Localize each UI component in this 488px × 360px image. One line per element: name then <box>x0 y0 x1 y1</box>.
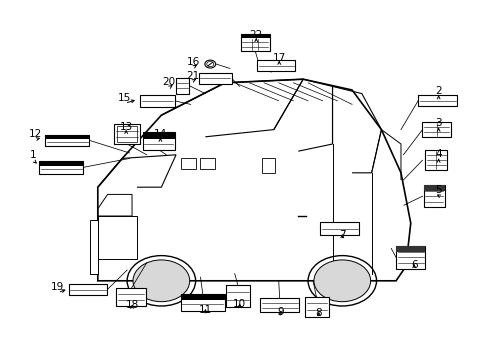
FancyBboxPatch shape <box>240 34 269 38</box>
Text: 10: 10 <box>233 299 245 309</box>
FancyBboxPatch shape <box>116 288 145 306</box>
FancyBboxPatch shape <box>225 285 250 307</box>
FancyBboxPatch shape <box>140 95 174 107</box>
Text: 3: 3 <box>434 118 441 128</box>
FancyBboxPatch shape <box>257 60 295 71</box>
FancyBboxPatch shape <box>240 34 269 51</box>
FancyBboxPatch shape <box>181 294 224 310</box>
FancyBboxPatch shape <box>261 158 275 173</box>
FancyBboxPatch shape <box>142 132 175 139</box>
Text: 13: 13 <box>119 122 133 132</box>
Text: 15: 15 <box>118 93 131 103</box>
FancyBboxPatch shape <box>45 135 89 139</box>
FancyBboxPatch shape <box>181 294 224 301</box>
Text: 2: 2 <box>434 86 441 96</box>
FancyBboxPatch shape <box>198 73 231 84</box>
Text: 16: 16 <box>186 57 200 67</box>
FancyBboxPatch shape <box>305 297 328 317</box>
FancyBboxPatch shape <box>417 95 456 106</box>
Circle shape <box>133 260 189 302</box>
FancyBboxPatch shape <box>142 132 175 150</box>
FancyBboxPatch shape <box>90 220 98 274</box>
Text: 11: 11 <box>198 305 212 315</box>
Text: 5: 5 <box>434 185 441 195</box>
FancyBboxPatch shape <box>98 216 137 259</box>
FancyBboxPatch shape <box>422 122 450 137</box>
FancyBboxPatch shape <box>320 222 359 235</box>
FancyBboxPatch shape <box>395 246 425 269</box>
Text: 9: 9 <box>276 307 283 318</box>
Text: 1: 1 <box>30 150 37 160</box>
FancyBboxPatch shape <box>425 150 447 170</box>
FancyBboxPatch shape <box>39 161 83 174</box>
FancyBboxPatch shape <box>39 161 83 166</box>
FancyBboxPatch shape <box>395 246 425 252</box>
Text: 4: 4 <box>434 149 441 159</box>
Text: 6: 6 <box>410 260 417 270</box>
Text: 18: 18 <box>125 300 139 310</box>
Text: 14: 14 <box>153 129 167 139</box>
Text: 17: 17 <box>272 53 285 63</box>
Text: 8: 8 <box>315 308 322 318</box>
FancyBboxPatch shape <box>423 185 444 207</box>
FancyBboxPatch shape <box>69 284 107 295</box>
Text: 21: 21 <box>185 71 199 81</box>
FancyBboxPatch shape <box>175 78 189 94</box>
FancyBboxPatch shape <box>45 135 89 146</box>
Text: 22: 22 <box>249 30 263 40</box>
Text: 20: 20 <box>163 77 175 87</box>
FancyBboxPatch shape <box>114 124 140 144</box>
Text: 7: 7 <box>338 230 345 240</box>
Circle shape <box>313 260 370 302</box>
FancyBboxPatch shape <box>260 298 299 312</box>
FancyBboxPatch shape <box>423 185 444 191</box>
Text: 12: 12 <box>28 129 42 139</box>
Text: 19: 19 <box>51 282 64 292</box>
